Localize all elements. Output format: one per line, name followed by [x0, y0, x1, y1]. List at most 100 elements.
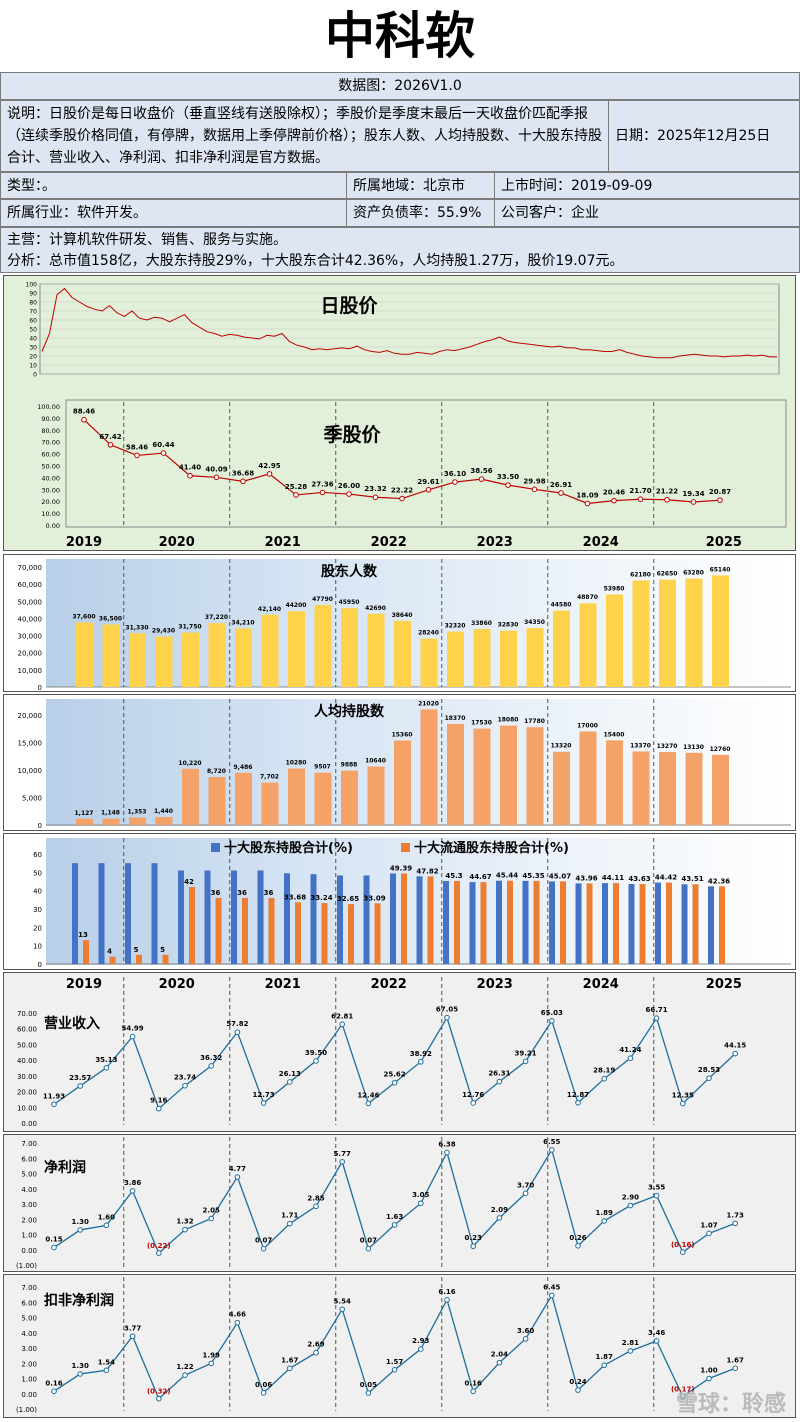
quarterly-value-label: 26.91 — [550, 481, 572, 489]
revenue-tick: 10.00 — [17, 1104, 37, 1112]
top10-bar — [681, 884, 688, 964]
quarterly-point — [81, 416, 87, 423]
quarterly-point — [531, 486, 538, 493]
quarterly-value-label: 40.09 — [205, 465, 227, 473]
revenue-year-label: 2020 — [159, 977, 195, 992]
quarterly-point — [160, 450, 167, 456]
percap-value-label: 15400 — [604, 731, 625, 738]
quarterly-value-label: 42.95 — [258, 462, 280, 470]
deducted-point — [496, 1359, 503, 1366]
revenue-value-label: 12.87 — [567, 1091, 589, 1099]
percap-value-label: 10280 — [286, 759, 307, 766]
top10-bar — [427, 876, 434, 964]
percap-value-label: 17780 — [524, 718, 545, 725]
quarterly-tick: 60.00 — [41, 451, 60, 459]
profit-value-label: 2.85 — [307, 1194, 324, 1202]
profit-panel: (1.00) 0.00 1.00 2.00 3.00 4.00 5.00 6.00 7.00 0.… — [3, 1134, 796, 1272]
top10-value-label: 33.68 — [284, 893, 306, 901]
percap-value-label: 10,220 — [178, 760, 201, 767]
customer-label: 公司客户：企业 — [501, 205, 599, 221]
profit-point — [470, 1243, 477, 1250]
deducted-value-label: 1.67 — [281, 1356, 298, 1364]
daily-tick: 30 — [29, 345, 37, 352]
quarterly-point — [213, 474, 220, 481]
percap-bar — [685, 752, 703, 825]
profit-value-label: 1.32 — [176, 1218, 193, 1226]
holders-bar — [685, 578, 703, 687]
profit-value-label: 0.07 — [360, 1237, 377, 1245]
revenue-value-label: 65.03 — [541, 1009, 563, 1017]
legend-label-float: 十大流通股东持股合计(%) — [414, 840, 569, 856]
quarterly-point — [611, 497, 617, 504]
revenue-point — [208, 1063, 214, 1069]
top10-bar — [242, 898, 248, 964]
percap-value-label: 1,127 — [75, 810, 94, 817]
daily-chart-title: 日股价 — [320, 295, 378, 317]
percap-value-label: 9507 — [314, 764, 331, 771]
daily-tick: 50 — [29, 327, 37, 334]
deducted-tick: 1.00 — [21, 1376, 37, 1384]
top10-value-label: 5 — [134, 946, 139, 954]
revenue-year-label: 2021 — [265, 977, 301, 992]
top10-tick: 0 — [38, 961, 42, 969]
profit-point — [496, 1215, 503, 1221]
profit-tick: 0.00 — [21, 1247, 37, 1255]
holders-bar — [314, 605, 332, 687]
profit-point — [706, 1230, 712, 1237]
profit-value-label: 3.70 — [517, 1181, 534, 1189]
deducted-point — [522, 1336, 529, 1342]
top10-value-label: 44.42 — [655, 874, 677, 882]
deducted-tick: 7.00 — [21, 1284, 37, 1292]
revenue-point — [732, 1050, 739, 1057]
deducted-tick: 6.00 — [21, 1299, 37, 1307]
profit-value-label: 0.26 — [569, 1234, 586, 1242]
debt-label: 资产负债率：55.9% — [347, 200, 495, 226]
profit-tick: 1.00 — [21, 1232, 37, 1240]
profit-point — [653, 1192, 660, 1199]
holders-bar — [235, 628, 252, 687]
top10-value-label: 36 — [211, 889, 221, 897]
deducted-tick: 2.00 — [21, 1360, 37, 1368]
price-year-label: 2020 — [159, 535, 195, 550]
quarterly-value-label: 33.50 — [497, 473, 519, 481]
price-year-label: 2019 — [66, 535, 102, 550]
percap-value-label: 13320 — [551, 743, 572, 750]
quarterly-tick: 70.00 — [41, 439, 60, 447]
percap-value-label: 13270 — [657, 743, 678, 750]
holders-bar — [659, 579, 676, 687]
listing-label: 上市时间：2019-09-09 — [501, 178, 653, 194]
profit-value-label: 4.77 — [229, 1165, 246, 1173]
deducted-point — [103, 1367, 110, 1374]
revenue-value-label: 36.32 — [200, 1054, 222, 1062]
quarterly-point — [134, 452, 140, 459]
quarterly-value-label: 20.46 — [603, 489, 625, 497]
holders-value-label: 29,430 — [152, 628, 175, 635]
holders-bar — [420, 638, 438, 687]
quarterly-point — [372, 494, 379, 501]
holders-value-label: 38640 — [392, 612, 413, 619]
top10-value-label: 32.65 — [337, 895, 359, 903]
top10-bar — [268, 898, 275, 964]
top10-bar — [136, 954, 142, 964]
holders-bar — [553, 610, 570, 687]
holders-bar — [473, 628, 491, 687]
percap-bar — [579, 731, 597, 825]
legend-swatch-float — [401, 843, 410, 852]
revenue-value-label: 38.92 — [410, 1050, 432, 1058]
percap-bar — [76, 818, 93, 825]
revenue-point — [601, 1075, 608, 1082]
holders-tick: 20,000 — [18, 650, 43, 658]
percap-bar — [712, 754, 729, 825]
top10-value-label: 42 — [184, 878, 194, 886]
profit-value-label: 6.38 — [438, 1140, 455, 1148]
quarterly-point — [717, 497, 723, 503]
deducted-point — [208, 1360, 214, 1367]
deducted-value-label: 2.69 — [307, 1341, 324, 1349]
percap-tick: 5,000 — [22, 795, 42, 803]
holders-value-label: 34350 — [524, 619, 545, 626]
deducted-point — [156, 1395, 162, 1402]
top10-bar — [549, 881, 555, 964]
profit-value-label: 1.73 — [727, 1211, 744, 1219]
deducted-value-label: 0.24 — [569, 1378, 586, 1386]
daily-tick: 0 — [33, 372, 37, 379]
